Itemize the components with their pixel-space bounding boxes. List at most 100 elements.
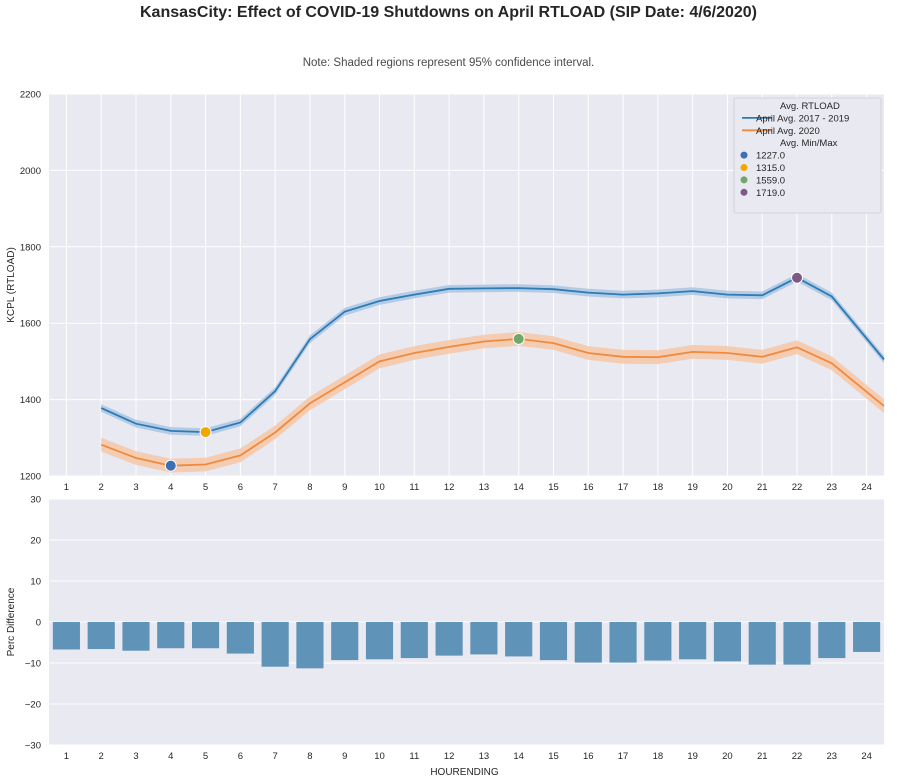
bottom-x-tick-label: 13	[479, 751, 490, 762]
top-x-tick-label: 5	[203, 482, 208, 493]
bottom-y-tick-label: −10	[25, 659, 41, 670]
bottom-x-tick-label: 20	[722, 751, 733, 762]
bar-hour-4	[157, 622, 185, 649]
bottom-y-tick-label: −30	[25, 741, 41, 752]
bar-hour-22	[783, 622, 811, 665]
top-x-tick-label: 23	[827, 482, 838, 493]
legend-label-series-1: April Avg. 2017 - 2019	[756, 113, 849, 124]
bar-hour-6	[226, 622, 254, 654]
top-x-tick-label: 20	[722, 482, 733, 493]
top-x-tick-label: 9	[342, 482, 347, 493]
top-x-tick-label: 12	[444, 482, 455, 493]
bottom-x-tick-label: 17	[618, 751, 629, 762]
line-series-2	[100, 337, 885, 467]
bar-hour-19	[679, 622, 707, 660]
top-y-tick-label: 1600	[20, 319, 41, 330]
bar-hour-2	[87, 622, 115, 650]
bottom-x-tick-label: 9	[342, 751, 347, 762]
top-x-tick-label: 4	[168, 482, 173, 493]
bottom-x-tick-label: 4	[168, 751, 173, 762]
confidence-band-series-2	[101, 332, 884, 473]
legend-marker-swatch	[740, 176, 748, 184]
bar-hour-15	[539, 622, 568, 661]
bottom-x-tick-label: 8	[307, 751, 312, 762]
legend-header-minmax: Avg. Min/Max	[780, 138, 838, 149]
bar-hour-21	[748, 622, 776, 665]
top-y-tick-label: 2200	[20, 90, 41, 101]
top-x-tick-label: 11	[409, 482, 419, 493]
bar-hour-12	[435, 622, 463, 656]
top-y-tick-label: 2000	[20, 166, 41, 177]
bottom-y-tick-label: 30	[30, 495, 41, 506]
top-x-tick-label: 14	[513, 482, 524, 493]
legend-header-rtload: Avg. RTLOAD	[780, 101, 840, 112]
minmax-marker-1227.0	[164, 459, 177, 472]
top-x-tick-label: 21	[757, 482, 768, 493]
line-series-1	[100, 276, 885, 434]
top-x-tick-label: 24	[861, 482, 872, 493]
top-x-tick-label: 13	[479, 482, 490, 493]
bottom-x-tick-label: 11	[409, 751, 419, 762]
top-x-tick-label: 22	[792, 482, 803, 493]
bottom-x-tick-label: 5	[203, 751, 208, 762]
legend-marker-swatch	[740, 164, 748, 171]
top-x-tick-label: 6	[238, 482, 243, 493]
top-x-tick-label: 7	[272, 482, 277, 493]
bottom-x-tick-label: 15	[548, 751, 559, 762]
top-x-tick-label: 3	[133, 482, 138, 493]
bottom-x-tick-label: 3	[133, 751, 138, 762]
bar-hour-14	[505, 622, 533, 657]
bottom-x-tick-label: 16	[583, 751, 594, 762]
top-x-tick-label: 15	[548, 482, 559, 493]
bar-hour-5	[191, 622, 220, 649]
legend-label-series-2: April Avg. 2020	[756, 126, 820, 137]
bar-hour-9	[331, 622, 359, 661]
minmax-marker-1559.0	[512, 332, 525, 345]
bar-hour-11	[400, 622, 428, 659]
bar-hour-24	[853, 622, 881, 652]
legend-marker-swatch	[740, 188, 748, 196]
top-x-tick-label: 16	[583, 482, 594, 493]
legend-label-minmax: 1315.0	[756, 163, 785, 174]
top-x-tick-label: 10	[374, 482, 385, 493]
bottom-x-tick-label: 22	[792, 751, 803, 762]
bottom-x-tick-label: 24	[861, 751, 872, 762]
bar-hour-17	[609, 622, 637, 663]
bottom-x-tick-label: 19	[687, 751, 698, 762]
bottom-y-tick-label: 0	[36, 618, 41, 629]
bar-hour-20	[713, 622, 742, 662]
bar-hour-3	[122, 622, 150, 651]
top-y-axis-label: KCPL (RTLOAD)	[6, 247, 17, 323]
legend-label-minmax: 1559.0	[756, 175, 785, 186]
bottom-x-tick-label: 18	[653, 751, 664, 762]
bottom-y-axis-label: Perc Difference	[6, 587, 17, 656]
bottom-x-axis-label: HOURENDING	[430, 767, 499, 778]
top-x-tick-label: 17	[618, 482, 629, 493]
top-x-tick-label: 2	[99, 482, 104, 493]
bottom-x-tick-label: 2	[99, 751, 104, 762]
bar-hour-1	[52, 622, 80, 650]
bottom-x-tick-label: 1	[64, 751, 69, 762]
top-y-tick-label: 1200	[20, 472, 41, 483]
bottom-y-tick-label: 20	[30, 536, 41, 547]
legend-marker-swatch	[740, 151, 748, 159]
bottom-x-tick-label: 6	[238, 751, 243, 762]
bottom-x-tick-label: 14	[513, 751, 524, 762]
chart-title: KansasCity: Effect of COVID-19 Shutdowns…	[140, 4, 757, 21]
bar-hour-16	[574, 622, 602, 663]
bar-hour-23	[818, 622, 846, 659]
legend-label-minmax: 1719.0	[756, 188, 785, 199]
minmax-marker-1719.0	[791, 271, 804, 284]
legend-label-minmax: 1227.0	[756, 151, 785, 162]
legend-box	[733, 97, 882, 214]
bar-hour-7	[261, 622, 289, 667]
top-x-tick-label: 18	[653, 482, 664, 493]
bottom-y-tick-label: −20	[25, 700, 41, 711]
bottom-x-tick-label: 21	[757, 751, 768, 762]
chart-subtitle: Note: Shaded regions represent 95% confi…	[302, 57, 595, 69]
minmax-marker-1315.0	[199, 426, 212, 439]
top-y-tick-label: 1800	[20, 242, 41, 253]
bottom-x-tick-label: 12	[444, 751, 455, 762]
top-y-tick-label: 1400	[20, 395, 41, 406]
